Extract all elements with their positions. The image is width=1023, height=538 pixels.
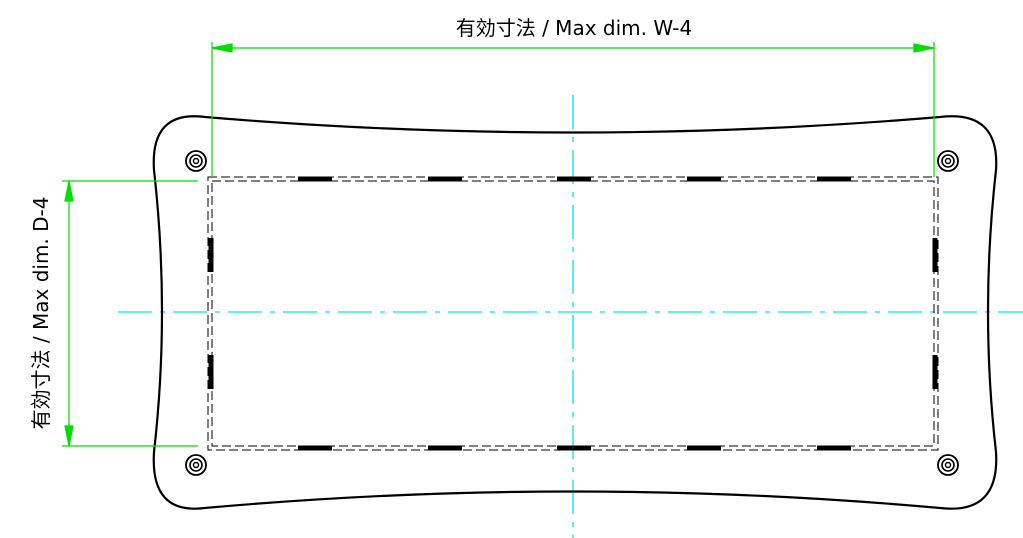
screw-hole-bottom-right [937,454,959,476]
screw-hole-top-left [185,150,207,172]
width-arrow-left [211,43,233,53]
depth-arrow-top [64,180,74,202]
centerlines [118,95,1023,538]
screw-hole-top-right [937,150,959,172]
width-dimension-label: 有効寸法 / Max dim. W-4 [456,16,693,40]
width-arrow-right [913,43,935,53]
tray-outline [152,115,998,510]
clip-marks [208,176,938,451]
width-dimension [211,42,935,177]
screw-hole-bottom-left [185,454,207,476]
depth-dimension-label: 有効寸法 / Max dim. D-4 [29,197,53,430]
screw-holes [185,150,959,476]
depth-arrow-bottom [64,425,74,447]
depth-dimension [62,180,198,447]
